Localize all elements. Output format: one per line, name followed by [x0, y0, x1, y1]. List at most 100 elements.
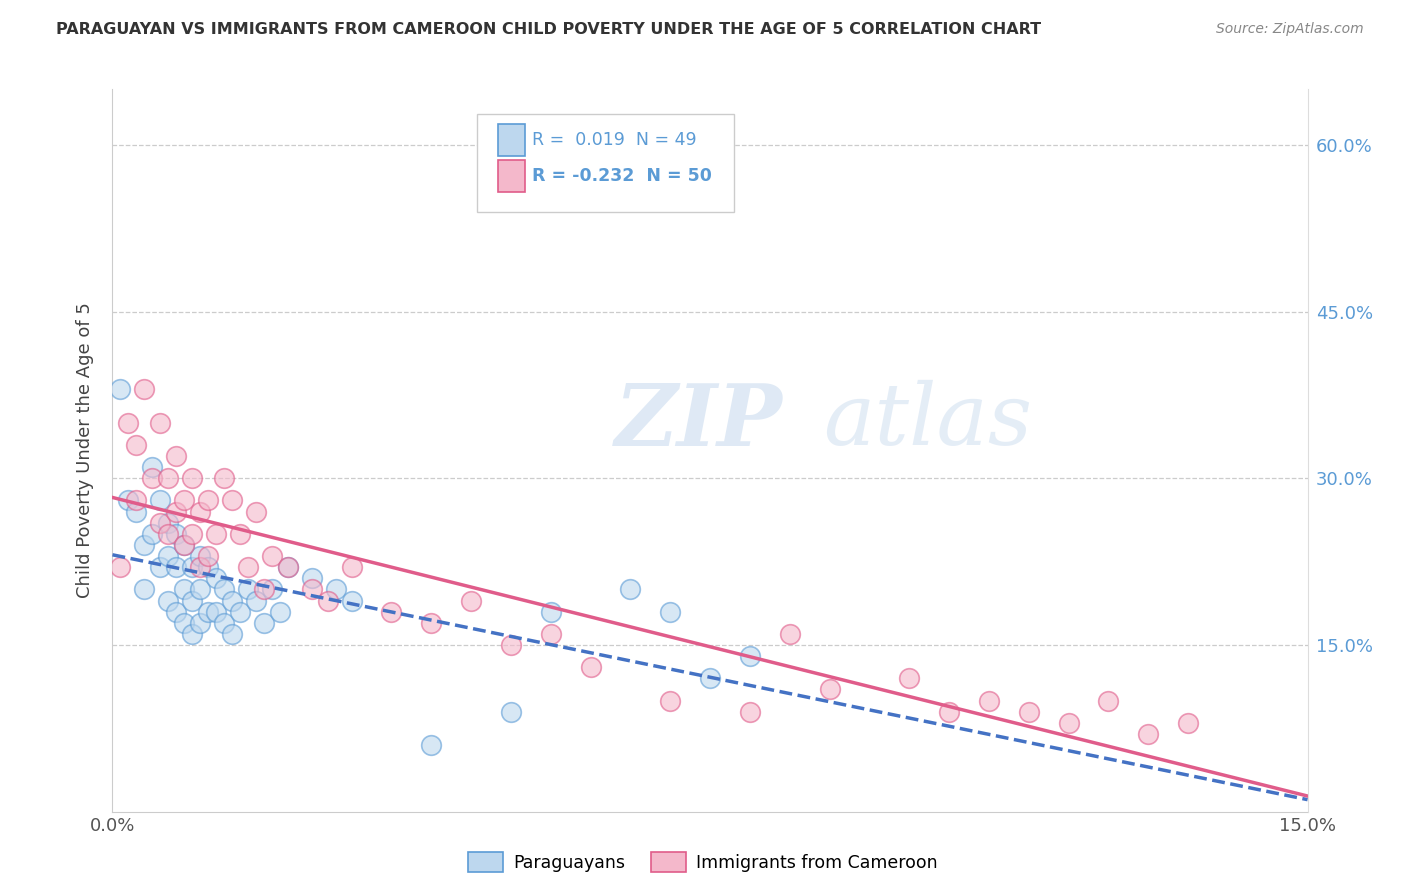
Point [157, 516, 180, 530]
Y-axis label: Child Poverty Under the Age of 5: Child Poverty Under the Age of 5 [76, 302, 94, 599]
Point [197, 549, 219, 563]
Point [738, 649, 761, 664]
Point [110, 382, 132, 396]
Point [117, 493, 139, 508]
Point [1177, 715, 1199, 730]
Point [117, 416, 139, 430]
Point [149, 493, 172, 508]
Point [540, 627, 562, 641]
Point [173, 582, 195, 597]
Point [269, 605, 291, 619]
Point [1097, 693, 1119, 707]
Point [141, 526, 163, 541]
Point [188, 549, 211, 563]
Point [141, 471, 163, 485]
Point [253, 615, 276, 630]
Point [499, 638, 522, 652]
Point [205, 526, 228, 541]
Point [181, 593, 204, 607]
Point [188, 615, 211, 630]
Point [420, 738, 443, 752]
Point [181, 560, 204, 574]
Point [316, 593, 339, 607]
Point [173, 493, 195, 508]
Point [245, 593, 267, 607]
Point [157, 593, 180, 607]
Point [197, 560, 219, 574]
Point [340, 593, 363, 607]
Point [779, 627, 801, 641]
Point [221, 627, 243, 641]
Point [134, 582, 156, 597]
Text: PARAGUAYAN VS IMMIGRANTS FROM CAMEROON CHILD POVERTY UNDER THE AGE OF 5 CORRELAT: PARAGUAYAN VS IMMIGRANTS FROM CAMEROON C… [56, 22, 1042, 37]
Point [165, 560, 187, 574]
Point [699, 671, 721, 685]
Point [977, 693, 1000, 707]
Point [499, 705, 522, 719]
Point [301, 582, 323, 597]
Point [659, 605, 682, 619]
Point [245, 505, 267, 519]
Point [1018, 705, 1040, 719]
Text: atlas: atlas [824, 380, 1032, 463]
Point [149, 416, 172, 430]
Point [229, 526, 252, 541]
Point [212, 582, 235, 597]
Text: R =  0.019  N = 49: R = 0.019 N = 49 [531, 131, 696, 149]
Point [188, 560, 211, 574]
Point [125, 438, 148, 452]
Point [1137, 727, 1160, 741]
Point [157, 526, 180, 541]
Point [173, 538, 195, 552]
Point [188, 505, 211, 519]
Point [540, 605, 562, 619]
Point [110, 560, 132, 574]
Point [221, 593, 243, 607]
Point [149, 516, 172, 530]
Point [253, 582, 276, 597]
Legend: Paraguayans, Immigrants from Cameroon: Paraguayans, Immigrants from Cameroon [461, 845, 945, 879]
FancyBboxPatch shape [477, 114, 734, 212]
Point [260, 549, 283, 563]
Point [165, 449, 187, 463]
Point [221, 493, 243, 508]
Point [205, 605, 228, 619]
Point [898, 671, 921, 685]
Point [380, 605, 402, 619]
Point [125, 505, 148, 519]
Point [260, 582, 283, 597]
Point [173, 615, 195, 630]
Point [738, 705, 761, 719]
Point [236, 560, 259, 574]
Point [277, 560, 299, 574]
Point [197, 493, 219, 508]
Point [579, 660, 602, 674]
Point [236, 582, 259, 597]
Text: R = -0.232  N = 50: R = -0.232 N = 50 [531, 167, 711, 185]
Point [197, 605, 219, 619]
Point [125, 493, 148, 508]
Point [229, 605, 252, 619]
Bar [499, 160, 524, 192]
Text: ZIP: ZIP [614, 380, 782, 463]
Point [181, 471, 204, 485]
Point [460, 593, 482, 607]
Point [134, 538, 156, 552]
Text: Source: ZipAtlas.com: Source: ZipAtlas.com [1216, 22, 1364, 37]
Point [141, 460, 163, 475]
Point [181, 627, 204, 641]
Point [212, 471, 235, 485]
Point [277, 560, 299, 574]
Point [149, 560, 172, 574]
Point [157, 549, 180, 563]
Point [619, 582, 641, 597]
Point [212, 615, 235, 630]
Point [188, 582, 211, 597]
Point [173, 538, 195, 552]
Point [181, 526, 204, 541]
Point [420, 615, 443, 630]
Point [157, 471, 180, 485]
Point [205, 571, 228, 585]
Point [301, 571, 323, 585]
Point [134, 382, 156, 396]
